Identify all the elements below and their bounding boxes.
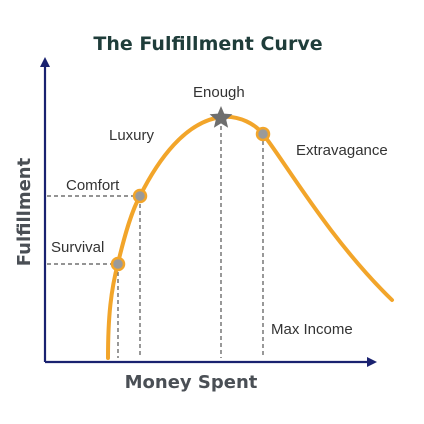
enough-star-icon [209, 106, 233, 128]
comfort-marker [132, 188, 148, 204]
extravagance-marker [255, 126, 271, 142]
survival-label: Survival [51, 239, 104, 256]
max-income-label: Max Income [271, 321, 353, 338]
extravagance-label: Extravagance [296, 142, 388, 159]
y-axis-label: Fulfillment [14, 157, 35, 266]
enough-label: Enough [193, 84, 245, 101]
diagram-title: The Fulfillment Curve [93, 33, 322, 55]
survival-marker [110, 256, 126, 272]
x-axis-label: Money Spent [125, 372, 258, 393]
comfort-label: Comfort [66, 177, 120, 194]
luxury-label: Luxury [109, 127, 155, 144]
